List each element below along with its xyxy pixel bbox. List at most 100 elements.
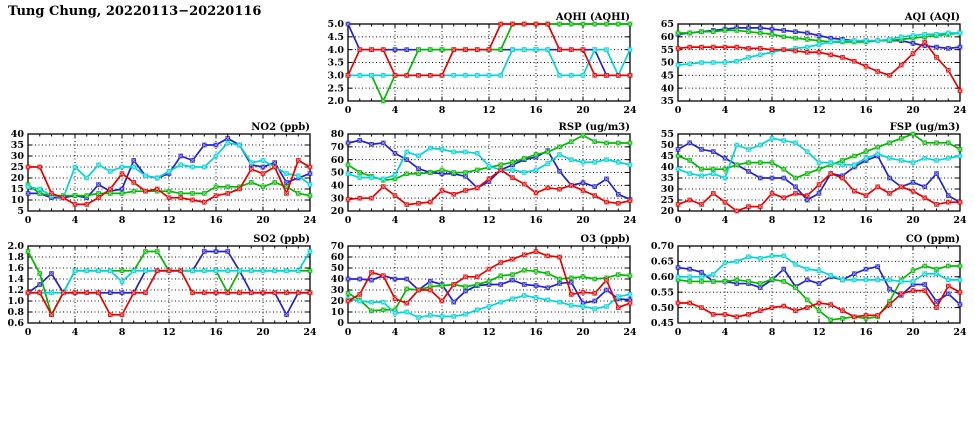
o3-ytick: 60 xyxy=(331,252,345,263)
so2-ytick: 1.6 xyxy=(7,263,24,274)
aqhi-xtick: 16 xyxy=(529,105,543,116)
co-chart: 0.45 0.50 0.55 0.60 0.65 0.70 0 4 8 12 16 20 24 CO (p… xyxy=(642,232,970,343)
so2-ytick: 1.4 xyxy=(7,274,24,285)
aqhi-xtick: 8 xyxy=(439,105,446,116)
o3-xtick: 16 xyxy=(529,327,543,338)
co-xtick: 16 xyxy=(859,327,873,338)
so2-ytick: 0.8 xyxy=(7,307,24,318)
so2-plot: 0.60.81.01.21.41.61.82.0 0 4 8 12 16 20 24 SO2 (… xyxy=(7,234,317,338)
rsp-xtick: 12 xyxy=(482,215,495,226)
aqhi-ytick: 4.0 xyxy=(327,45,344,56)
so2-xtick: 4 xyxy=(72,327,79,338)
o3-ytick: 10 xyxy=(331,307,345,318)
aqi-xtick: 24 xyxy=(953,105,967,116)
so2-ytick: 1.0 xyxy=(7,296,24,307)
rsp-series-cyan xyxy=(347,147,631,180)
no2-title: NO2 (ppb) xyxy=(251,122,310,133)
co-xtick: 12 xyxy=(812,327,825,338)
co-xtick: 20 xyxy=(906,327,920,338)
co-ytick: 0.45 xyxy=(651,318,674,329)
aqi-ytick: 65 xyxy=(661,19,674,30)
aqhi-xtick: 4 xyxy=(392,105,399,116)
aqhi-ytick: 3.0 xyxy=(327,71,344,82)
rsp-chart: 20 30 40 50 60 70 80 0 4 8 12 16 20 24 RSP (ug/m3) xyxy=(312,120,640,231)
o3-ytick: 20 xyxy=(331,296,345,307)
aqhi-xtick: 0 xyxy=(345,105,352,116)
o3-xtick: 20 xyxy=(576,327,590,338)
so2-title: SO2 (ppb) xyxy=(253,234,310,245)
no2-ytick: 20 xyxy=(11,173,25,184)
rsp-title: RSP (ug/m3) xyxy=(559,122,630,133)
so2-series-red xyxy=(28,269,310,317)
no2-xtick: 12 xyxy=(162,215,175,226)
fsp-xtick: 4 xyxy=(722,215,729,226)
fsp-xtick: 8 xyxy=(769,215,776,226)
o3-title: O3 (ppb) xyxy=(580,234,630,245)
so2-xtick: 0 xyxy=(25,327,32,338)
no2-xtick: 16 xyxy=(209,215,223,226)
o3-ytick: 40 xyxy=(331,274,345,285)
fsp-ytick: 45 xyxy=(661,151,674,162)
aqhi-chart: 2.0 2.5 3.0 3.5 4.0 4.5 5.0 0 4 8 12 16 20 24 AQHI (AQ… xyxy=(312,10,640,121)
fsp-ytick: 35 xyxy=(661,173,674,184)
aqi-ytick: 35 xyxy=(661,96,674,107)
no2-xtick: 0 xyxy=(25,215,32,226)
aqi-xtick: 20 xyxy=(906,105,920,116)
no2-xtick: 8 xyxy=(119,215,126,226)
so2-xtick: 12 xyxy=(162,327,175,338)
aqi-chart: 35 40 45 50 55 60 65 0 4 8 12 16 20 24 AQI (AQI) xyxy=(642,10,970,121)
rsp-ytick: 20 xyxy=(331,206,345,217)
co-ytick: 0.65 xyxy=(651,257,674,268)
aqhi-xtick: 24 xyxy=(623,105,637,116)
so2-chart: 0.6 0.8 1.0 1.2 1.4 1.6 1.8 2.0 0 4 8 12 16 20 24 SO2 (… xyxy=(0,232,320,343)
aqi-ytick: 50 xyxy=(661,58,675,69)
aqi-xtick: 8 xyxy=(769,105,776,116)
rsp-xtick: 16 xyxy=(529,215,543,226)
so2-xtick: 24 xyxy=(303,327,317,338)
aqi-xtick: 16 xyxy=(859,105,873,116)
o3-xtick: 8 xyxy=(439,327,446,338)
no2-ytick: 10 xyxy=(11,195,25,206)
no2-ytick: 25 xyxy=(11,162,24,173)
page-title: Tung Chung, 20220113−20220116 xyxy=(8,4,262,19)
o3-xtick: 12 xyxy=(482,327,495,338)
aqhi-xtick: 12 xyxy=(482,105,495,116)
no2-ytick: 35 xyxy=(11,140,24,151)
aqhi-ytick: 4.5 xyxy=(327,32,344,43)
aqhi-ytick: 2.0 xyxy=(327,96,344,107)
co-xtick: 4 xyxy=(722,327,729,338)
co-ytick: 0.55 xyxy=(651,287,674,298)
so2-xtick: 8 xyxy=(119,327,126,338)
so2-xtick: 16 xyxy=(209,327,223,338)
fsp-ytick: 55 xyxy=(661,129,674,140)
aqhi-xtick: 20 xyxy=(576,105,590,116)
aqi-xtick: 0 xyxy=(675,105,682,116)
co-xtick: 0 xyxy=(675,327,682,338)
aqi-ytick: 60 xyxy=(661,32,675,43)
no2-chart: 5 10 15 20 25 30 35 40 0 4 8 12 16 20 24 NO2 (ppb) xyxy=(0,120,320,231)
aqi-xtick: 12 xyxy=(812,105,825,116)
rsp-xtick: 24 xyxy=(623,215,637,226)
o3-ytick: 70 xyxy=(331,241,345,252)
rsp-ytick: 50 xyxy=(331,168,345,179)
so2-ytick: 2.0 xyxy=(7,241,24,252)
so2-ytick: 1.8 xyxy=(7,252,24,263)
rsp-ytick: 70 xyxy=(331,142,345,153)
rsp-xtick: 4 xyxy=(392,215,399,226)
so2-ytick: 0.6 xyxy=(7,318,24,329)
co-ytick: 0.70 xyxy=(651,241,675,252)
aqi-ytick: 55 xyxy=(661,45,674,56)
aqhi-ytick: 5.0 xyxy=(327,19,344,30)
co-plot: 0.45 0.50 0.55 0.60 0.65 0.70 0 4 8 12 16 20 24 CO (p… xyxy=(651,234,967,338)
aqhi-plot: 2.0 2.53.0 3.5 4.0 4.5 5.0 0 4 8 12 16 20 24 AQHI (AQ… xyxy=(327,12,637,116)
aqi-title: AQI (AQI) xyxy=(904,12,960,23)
so2-ytick: 1.2 xyxy=(7,285,24,296)
co-xtick: 24 xyxy=(953,327,967,338)
rsp-xtick: 8 xyxy=(439,215,446,226)
rsp-xtick: 20 xyxy=(576,215,590,226)
o3-chart: 0 10 20 30 40 50 60 70 0 4 8 12 16 20 24 O3 (ppb) xyxy=(312,232,640,343)
no2-xtick: 24 xyxy=(303,215,317,226)
fsp-xtick: 20 xyxy=(906,215,920,226)
